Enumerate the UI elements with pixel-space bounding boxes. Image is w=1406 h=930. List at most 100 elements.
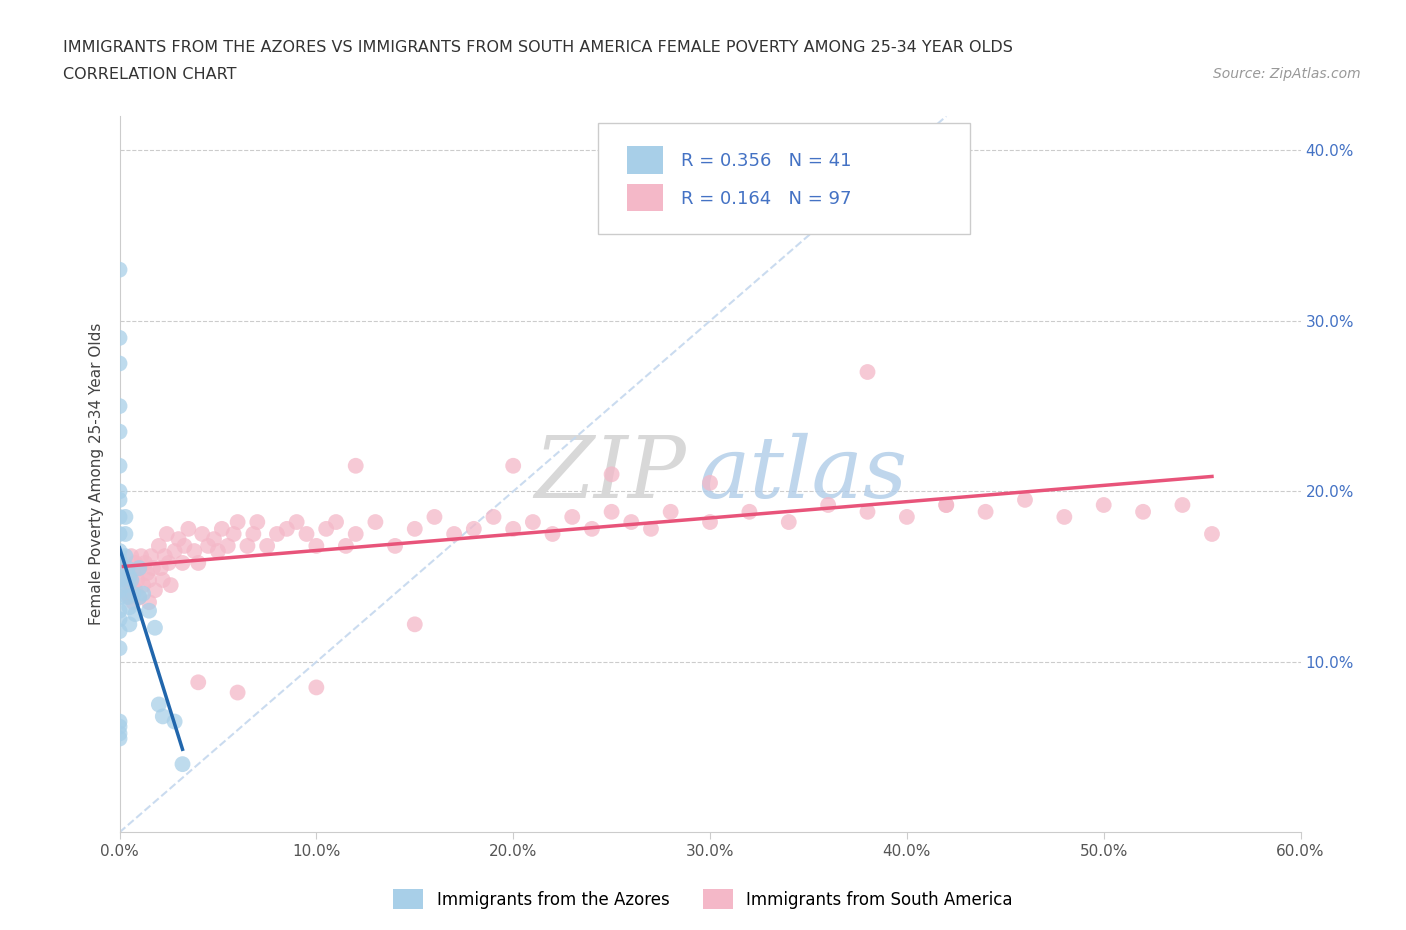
- Point: [128, 590, 150, 604]
- Point: [404, 617, 426, 631]
- Point: [132, 578, 155, 592]
- Point: [124, 606, 146, 621]
- Point: [132, 586, 155, 601]
- Point: [108, 399, 131, 414]
- Point: [114, 526, 136, 541]
- Point: [173, 538, 195, 553]
- Point: [699, 514, 721, 529]
- Point: [738, 504, 761, 519]
- Point: [502, 458, 524, 473]
- Point: [276, 522, 298, 537]
- Point: [197, 538, 219, 553]
- Text: ZIP: ZIP: [534, 433, 686, 515]
- Point: [191, 526, 214, 541]
- Point: [108, 604, 131, 618]
- Point: [108, 262, 131, 277]
- Point: [581, 522, 603, 537]
- Point: [522, 514, 544, 529]
- Point: [226, 685, 249, 700]
- Point: [128, 561, 150, 576]
- Point: [128, 590, 150, 604]
- Point: [266, 526, 288, 541]
- Point: [541, 526, 564, 541]
- Point: [108, 510, 131, 525]
- Point: [117, 586, 139, 601]
- Point: [600, 504, 623, 519]
- Text: IMMIGRANTS FROM THE AZORES VS IMMIGRANTS FROM SOUTH AMERICA FEMALE POVERTY AMONG: IMMIGRANTS FROM THE AZORES VS IMMIGRANTS…: [63, 40, 1014, 55]
- Point: [118, 600, 141, 615]
- Point: [128, 561, 150, 576]
- Point: [935, 498, 957, 512]
- Point: [108, 590, 131, 604]
- Point: [124, 583, 146, 598]
- Point: [108, 719, 131, 734]
- Point: [120, 578, 142, 592]
- Point: [896, 510, 918, 525]
- Point: [335, 538, 357, 553]
- Point: [148, 538, 170, 553]
- Point: [699, 475, 721, 490]
- Point: [226, 514, 249, 529]
- Point: [856, 365, 879, 379]
- Point: [108, 484, 131, 498]
- Point: [118, 617, 141, 631]
- Point: [149, 561, 172, 576]
- Point: [1132, 504, 1154, 519]
- Point: [177, 522, 200, 537]
- Point: [122, 586, 145, 601]
- Point: [114, 510, 136, 525]
- FancyBboxPatch shape: [598, 124, 970, 234]
- Point: [187, 675, 209, 690]
- Point: [136, 565, 159, 580]
- Point: [236, 538, 259, 553]
- Point: [108, 569, 131, 584]
- Point: [139, 549, 162, 564]
- Point: [152, 573, 174, 588]
- Point: [246, 514, 269, 529]
- Point: [404, 522, 426, 537]
- Point: [502, 522, 524, 537]
- Point: [118, 569, 141, 584]
- Point: [142, 561, 165, 576]
- Point: [108, 458, 131, 473]
- Point: [108, 726, 131, 741]
- Point: [114, 573, 136, 588]
- Point: [817, 498, 839, 512]
- Point: [202, 532, 225, 547]
- Point: [217, 538, 239, 553]
- Point: [315, 522, 337, 537]
- Point: [423, 510, 446, 525]
- Point: [124, 555, 146, 570]
- Point: [156, 526, 179, 541]
- Legend: Immigrants from the Azores, Immigrants from South America: Immigrants from the Azores, Immigrants f…: [385, 881, 1021, 917]
- Point: [463, 522, 485, 537]
- Point: [659, 504, 682, 519]
- Point: [167, 532, 190, 547]
- Text: R = 0.356   N = 41: R = 0.356 N = 41: [681, 152, 851, 169]
- Point: [143, 583, 166, 598]
- Point: [118, 590, 141, 604]
- Point: [974, 504, 997, 519]
- Point: [159, 578, 181, 592]
- Text: R = 0.164   N = 97: R = 0.164 N = 97: [681, 190, 851, 207]
- Point: [1053, 510, 1076, 525]
- Point: [482, 510, 505, 525]
- Point: [778, 514, 800, 529]
- Point: [120, 549, 142, 564]
- Point: [172, 555, 194, 570]
- Point: [211, 522, 233, 537]
- Point: [1171, 498, 1194, 512]
- Point: [129, 549, 152, 564]
- Point: [108, 526, 131, 541]
- Point: [364, 514, 387, 529]
- Point: [935, 498, 957, 512]
- Point: [138, 595, 160, 610]
- Point: [143, 620, 166, 635]
- Point: [108, 641, 131, 656]
- Point: [172, 757, 194, 772]
- Point: [112, 561, 135, 576]
- Point: [620, 514, 643, 529]
- Point: [108, 573, 131, 588]
- Point: [600, 467, 623, 482]
- Point: [134, 555, 156, 570]
